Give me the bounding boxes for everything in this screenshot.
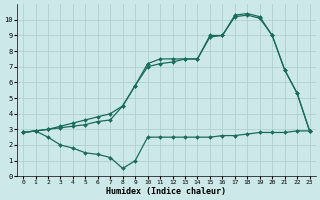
X-axis label: Humidex (Indice chaleur): Humidex (Indice chaleur) bbox=[106, 187, 226, 196]
